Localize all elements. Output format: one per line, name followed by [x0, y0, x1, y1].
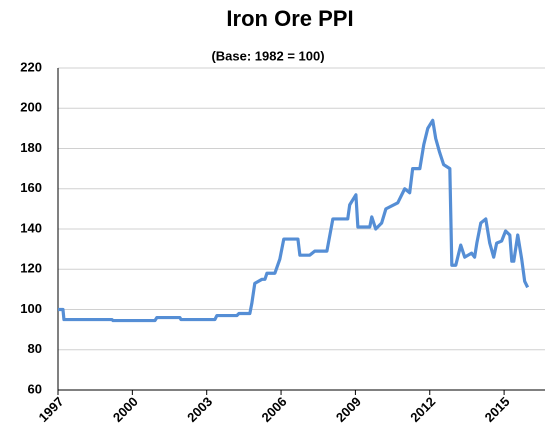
y-tick-label: 100	[20, 301, 42, 316]
y-tick-label: 180	[20, 140, 42, 155]
y-tick-label: 120	[20, 261, 42, 276]
x-tick-label: 2012	[407, 394, 438, 425]
x-tick-label: 2000	[110, 394, 141, 425]
data-line	[58, 118, 530, 323]
y-tick-label: 220	[20, 59, 42, 74]
y-tick-label: 80	[28, 341, 42, 356]
y-tick-label: 60	[28, 381, 42, 396]
chart-title: Iron Ore PPI	[226, 6, 353, 31]
x-tick-label: 1997	[35, 394, 66, 425]
y-tick-label: 140	[20, 220, 42, 235]
y-tick-label: 200	[20, 100, 42, 115]
x-tick-label: 2009	[333, 394, 364, 425]
chart-subtitle: (Base: 1982 = 100)	[211, 48, 324, 63]
y-tick-label: 160	[20, 180, 42, 195]
x-tick-label: 2006	[259, 394, 290, 425]
x-tick-label: 2003	[184, 394, 215, 425]
x-tick-label: 2015	[482, 394, 513, 425]
